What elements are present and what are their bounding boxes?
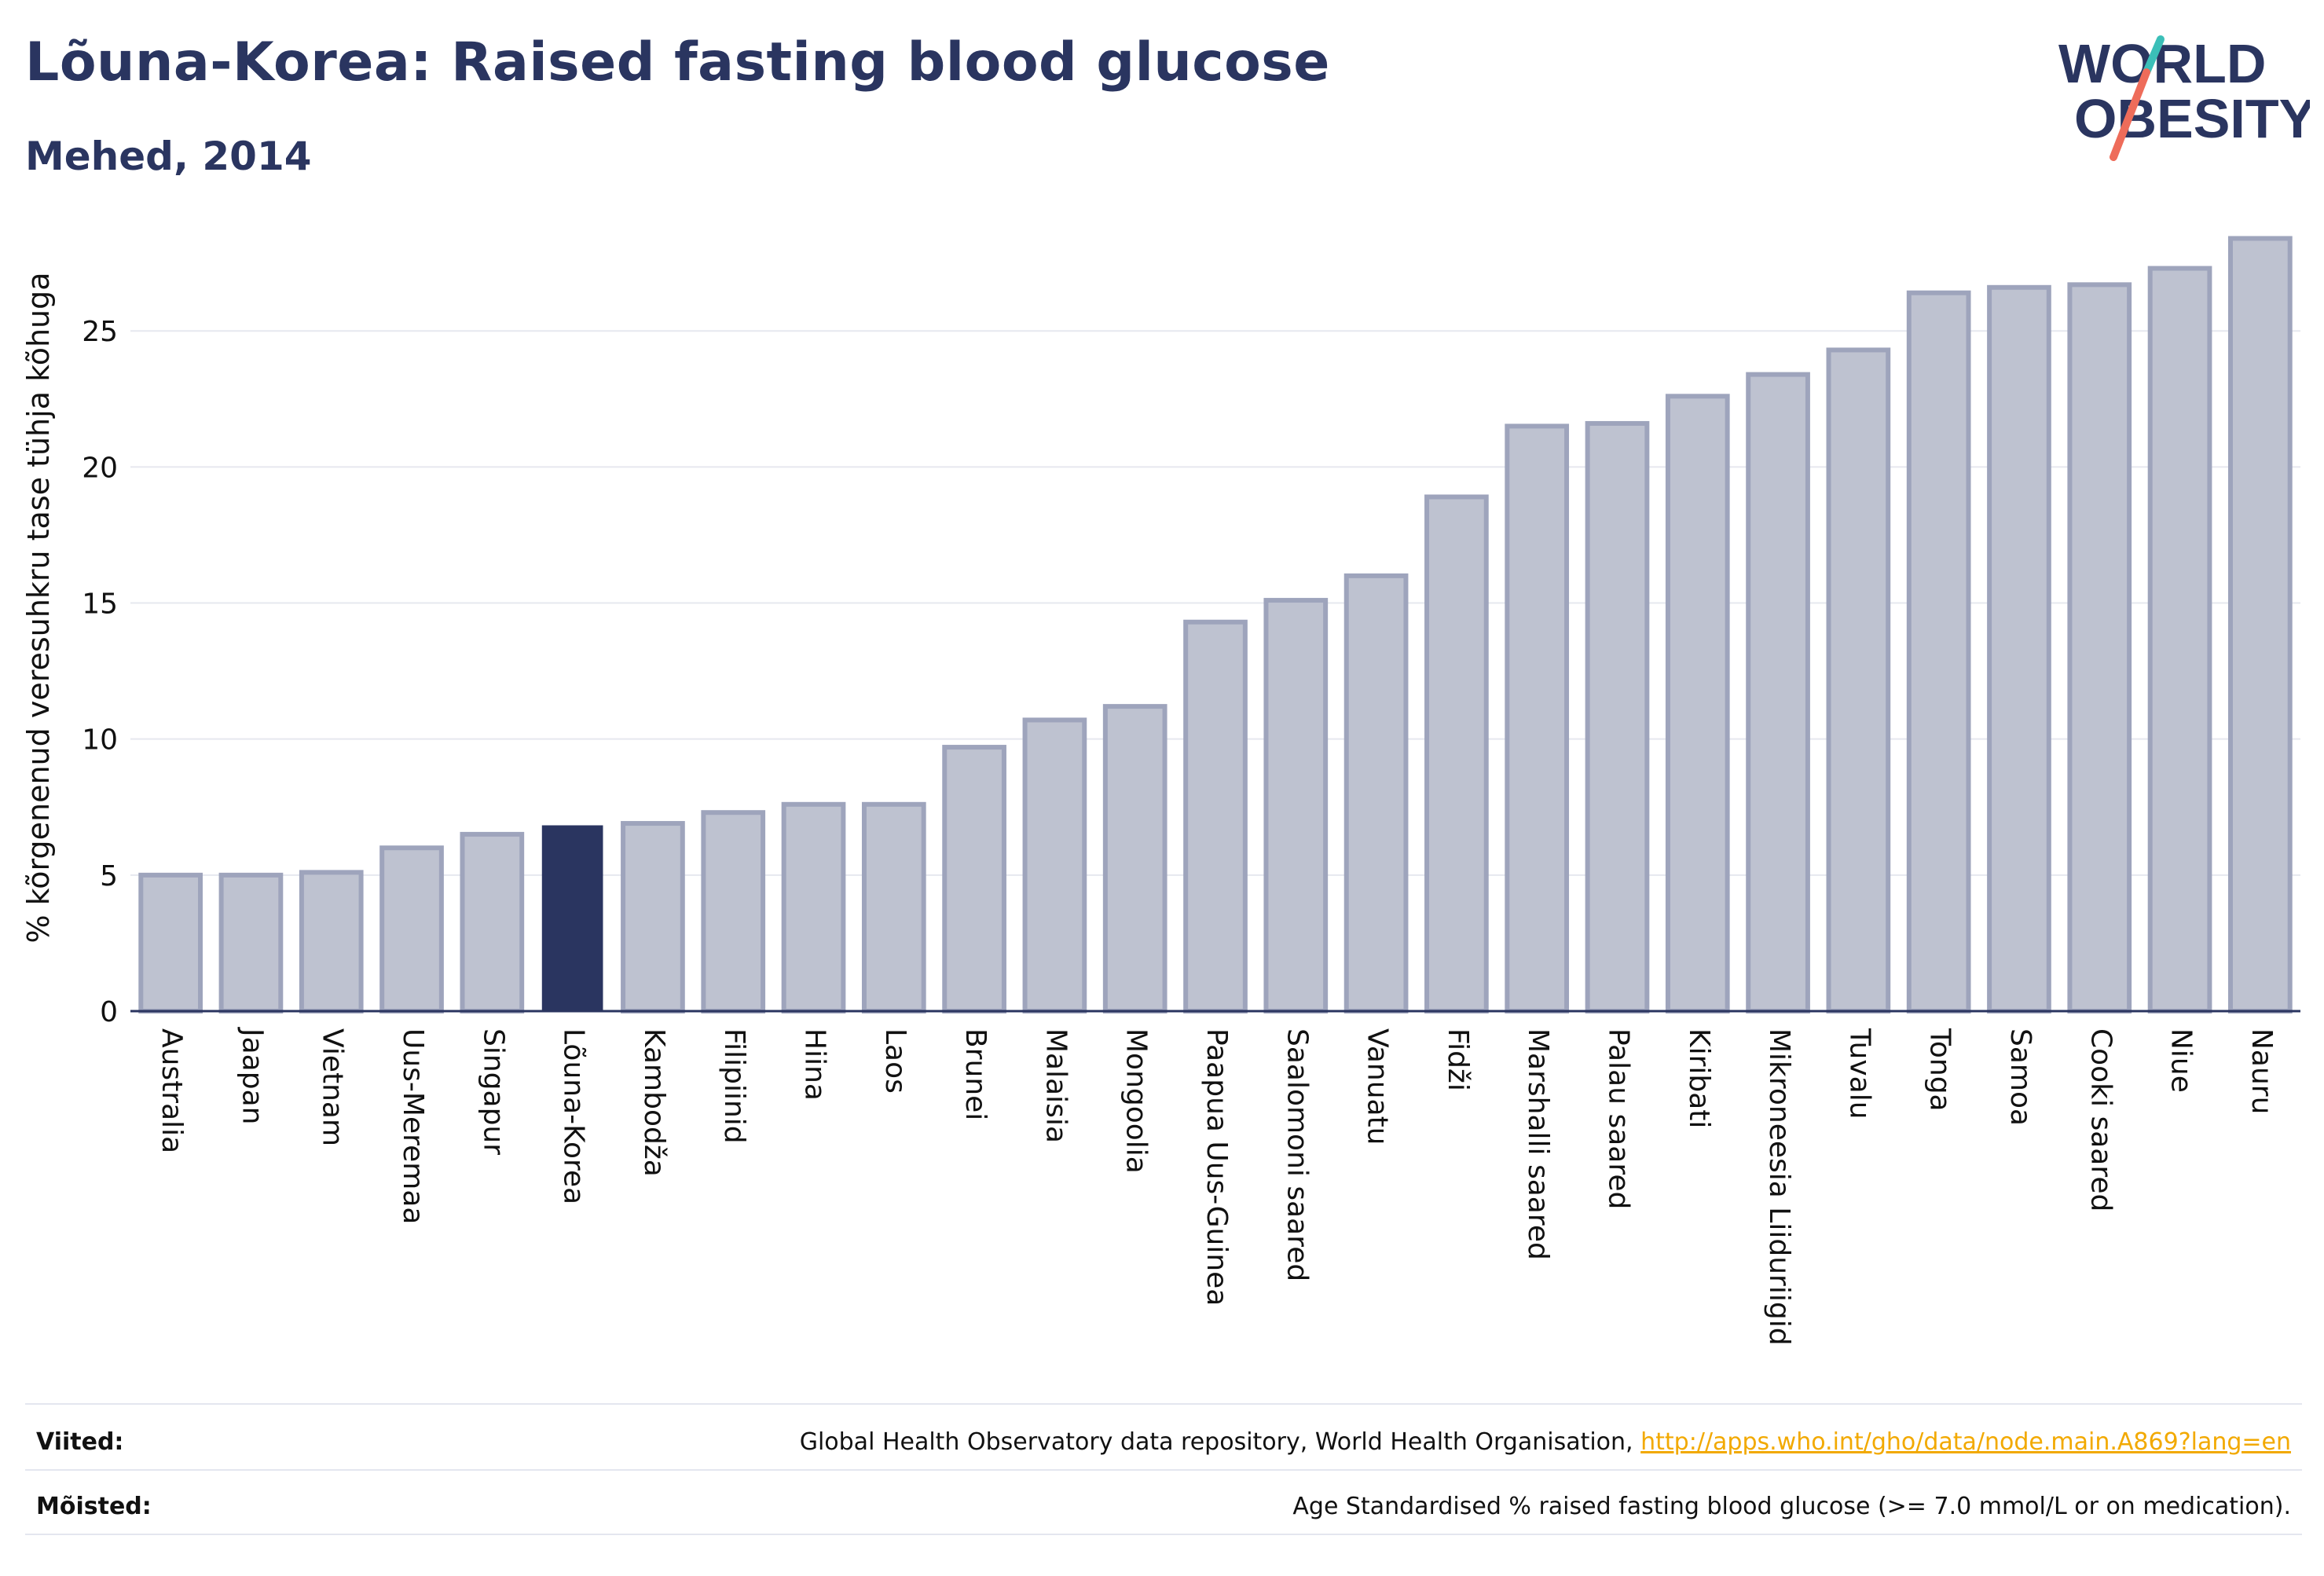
x-tick-label: Palau saared [1602,1028,1634,1209]
x-tick-label: Niue [2165,1028,2198,1093]
x-tick-label: Marshalli saared [1522,1028,1554,1260]
bar [1102,704,1167,1014]
x-tick-label: Laos [879,1028,911,1094]
bar-highlighted [541,825,603,1012]
bar [218,872,284,1014]
x-tick-label: Samoa [2004,1028,2036,1126]
x-tick-label: Australia [156,1028,188,1153]
x-tick-label: Cooki saared [2084,1028,2117,1211]
bar [942,745,1006,1013]
bar [621,821,685,1014]
x-tick-label: Singapur [477,1028,509,1155]
bar [1585,420,1650,1013]
y-axis-ticks: 0 5 10 15 20 25 [82,316,118,1028]
world-obesity-logo: WORLD OBESITY [2058,33,2310,161]
logo-slash-coral [2110,68,2150,161]
bar [2147,266,2212,1013]
bar [1987,284,2051,1013]
footer-divider-middle [25,1469,2302,1471]
x-tick-label: Tuvalu [1843,1028,1875,1120]
bar [379,845,444,1014]
y-tick-label: 0 [100,996,118,1028]
x-tick-label: Tonga [1924,1028,1956,1112]
bar [1746,372,1810,1014]
bars [138,236,2293,1014]
bar [1424,494,1489,1013]
x-tick-label: Mongoolia [1120,1028,1153,1174]
x-tick-label: Nauru [2245,1028,2278,1114]
sources-text: Global Health Observatory data repositor… [800,1428,2291,1456]
x-tick-label: Mikroneesia Liiduriigid [1763,1028,1795,1346]
logo-line2: OBESITY [2074,88,2310,149]
bar [1665,394,1730,1014]
sources-label: Viited: [36,1428,124,1456]
x-tick-label: Jaapan [236,1027,268,1124]
definitions-text: Age Standardised % raised fasting blood … [1292,1493,2291,1520]
x-tick-label: Filipiinid [718,1028,750,1144]
x-tick-label: Malaisia [1039,1028,1072,1143]
chart-title: Lõuna-Korea: Raised fasting blood glucos… [25,31,1330,93]
bar [1906,290,1971,1013]
bar [1343,573,1409,1013]
sources-citation: Global Health Observatory data repositor… [799,1428,1633,1456]
bar [781,801,846,1013]
bar [861,801,926,1013]
bar [1505,423,1570,1013]
bar [2228,236,2293,1014]
x-tick-label: Hiina [799,1028,831,1101]
bar [701,810,766,1013]
x-tick-label: Kiribati [1683,1028,1715,1128]
y-tick-label: 10 [82,724,118,757]
bar-chart: 0 5 10 15 20 25 Australia Jaapan Vietnam Uus-Mer… [21,236,2300,1346]
bar [138,872,203,1014]
bar [1263,598,1329,1013]
chart-subtitle: Mehed, 2014 [25,134,312,179]
y-tick-label: 15 [82,588,118,621]
y-tick-label: 20 [82,452,118,484]
footer-divider-bottom [25,1534,2302,1535]
y-axis-label: % kõrgenenud veresuhkru tase tühja kõhug… [21,272,56,943]
footer-divider-top [25,1403,2302,1405]
bar [2067,282,2132,1013]
bar [1183,619,1248,1013]
x-tick-label: Brunei [959,1028,992,1120]
x-tick-label: Fidži [1442,1028,1474,1091]
x-tick-label: Vietnam [317,1028,349,1146]
x-tick-label: Paapua Uus-Guinea [1200,1028,1233,1306]
bar [460,831,525,1014]
logo-slash-teal [2143,35,2165,76]
bar [1826,347,1891,1013]
x-tick-label: Uus-Meremaa [397,1028,429,1224]
x-tick-label: Vanuatu [1362,1028,1394,1145]
definitions-label: Mõisted: [36,1493,152,1520]
y-tick-label: 25 [82,316,118,348]
sources-link[interactable]: http://apps.who.int/gho/data/node.main.A… [1640,1428,2291,1456]
bar [1022,717,1087,1013]
x-tick-label: Kambodža [638,1028,670,1177]
x-tick-label: Saalomoni saared [1281,1028,1313,1281]
x-axis-ticks: Australia Jaapan Vietnam Uus-Meremaa Singapu… [156,1027,2278,1346]
bar [299,870,364,1013]
y-tick-label: 5 [100,860,118,892]
x-tick-label: Lõuna-Korea [558,1028,590,1204]
